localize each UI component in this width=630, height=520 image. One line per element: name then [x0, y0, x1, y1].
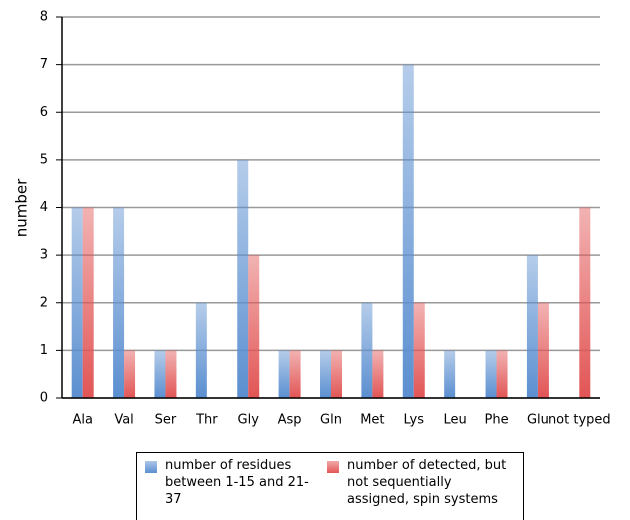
legend-item: number of residues between 1-15 and 21-3…	[145, 457, 315, 508]
bar	[71, 207, 83, 398]
legend-swatch	[327, 461, 339, 473]
legend-label: number of detected, but not sequentially…	[347, 458, 507, 507]
x-tick-label: Lys	[404, 413, 425, 428]
legend-label: number of residues between 1-15 and 21-3…	[165, 458, 309, 507]
y-tick-label: 1	[40, 343, 48, 358]
bar	[82, 207, 94, 398]
y-tick-label: 6	[40, 105, 48, 120]
bar	[444, 350, 456, 398]
x-tick-label: not typed	[548, 413, 611, 428]
bar	[113, 207, 125, 398]
x-tick-label: Leu	[444, 413, 467, 428]
bar	[331, 350, 342, 398]
bar	[195, 302, 207, 398]
bar	[361, 302, 373, 398]
y-tick-label: 7	[40, 57, 48, 72]
legend-swatch	[145, 461, 157, 473]
x-tick-label: Gln	[320, 413, 342, 428]
y-tick-label: 2	[40, 295, 48, 310]
bar	[237, 159, 249, 398]
x-tick-label: Glu	[527, 413, 549, 428]
x-tick-label: Phe	[484, 413, 508, 428]
bar	[372, 350, 384, 398]
bar	[154, 350, 166, 398]
y-tick-label: 3	[40, 248, 48, 263]
y-axis-label: number	[13, 178, 31, 237]
bar	[165, 350, 177, 398]
bar	[402, 64, 414, 398]
bar	[320, 350, 331, 398]
x-tick-label: Asp	[278, 413, 302, 428]
bar	[526, 255, 538, 398]
x-tick-label: Val	[114, 413, 133, 428]
bar	[413, 302, 425, 398]
y-tick-label: 4	[40, 200, 48, 215]
bar	[579, 207, 591, 398]
bar	[248, 255, 260, 398]
x-tick-label: Ala	[72, 413, 92, 428]
bar	[278, 350, 290, 398]
bar	[124, 350, 136, 398]
legend-item: number of detected, but not sequentially…	[327, 457, 517, 508]
x-tick-label: Met	[360, 413, 384, 428]
y-tick-label: 8	[40, 10, 48, 25]
x-tick-label: Ser	[155, 413, 177, 428]
x-tick-label: Gly	[238, 413, 260, 428]
y-tick-label: 0	[40, 391, 48, 406]
y-tick-label: 5	[40, 152, 48, 167]
bar	[485, 350, 497, 398]
bar	[289, 350, 301, 398]
bar	[496, 350, 508, 398]
legend: number of residues between 1-15 and 21-3…	[136, 452, 524, 520]
bar	[537, 302, 549, 398]
x-tick-label: Thr	[195, 413, 218, 428]
